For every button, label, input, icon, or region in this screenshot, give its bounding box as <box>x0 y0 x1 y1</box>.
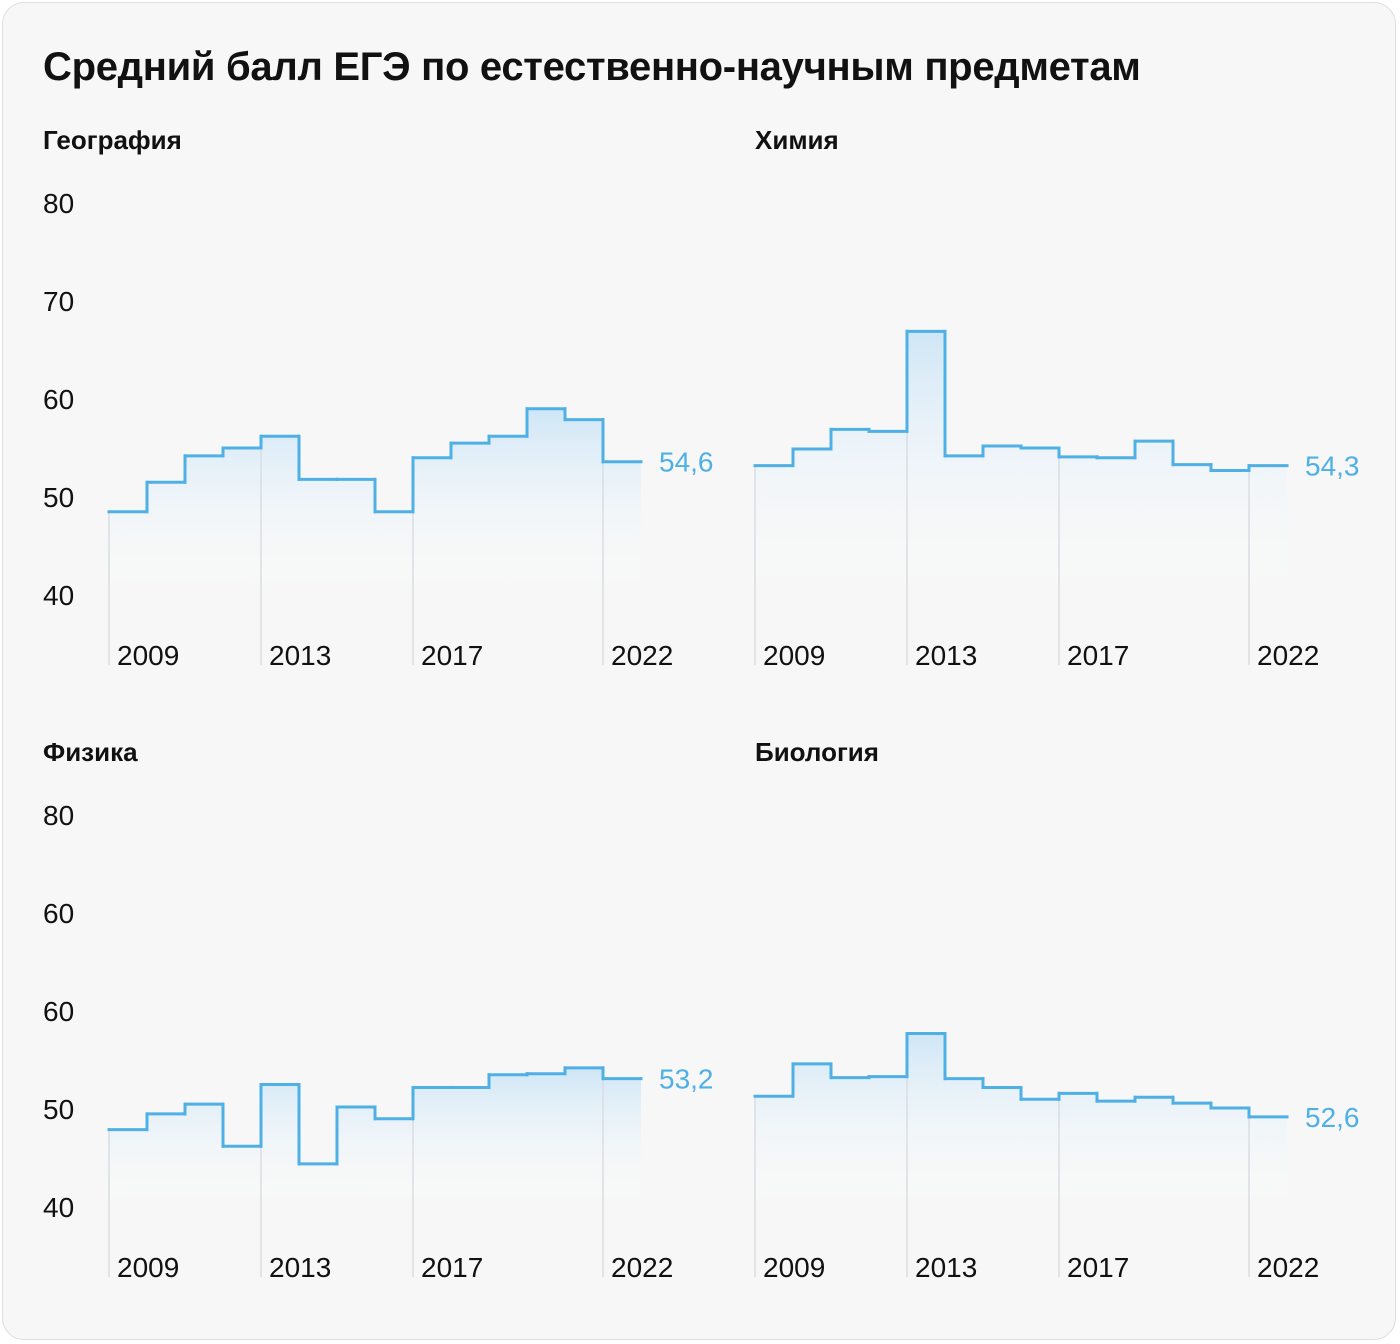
x-tick-label: 2017 <box>1067 1252 1129 1283</box>
x-tick-label: 2009 <box>117 640 179 671</box>
chart-physics: 40 50 60 60 80 2009 2013 2017 2022 53,2 <box>43 800 714 1283</box>
panel-biology: Биология 2009 2013 2017 2022 52,6 <box>753 737 1395 1297</box>
x-tick-label: 2009 <box>117 1252 179 1283</box>
series-area <box>755 331 1287 595</box>
panel-chemistry: Химия 2009 2013 2017 2022 54,3 <box>753 125 1395 685</box>
series-area <box>755 1033 1287 1207</box>
x-tick-label: 2017 <box>421 640 483 671</box>
y-tick-label: 40 <box>43 580 74 611</box>
panel-title: Химия <box>755 125 839 155</box>
x-tick-label: 2013 <box>915 1252 977 1283</box>
chart-biology: 2009 2013 2017 2022 52,6 <box>753 1032 1360 1283</box>
chart-geography: 40 50 60 70 80 2009 2013 2017 2022 54,6 <box>43 188 714 671</box>
last-value-label: 53,2 <box>659 1064 714 1095</box>
panel-geography: География 40 50 60 70 80 2009 2013 2017 2022 54,6 <box>43 125 743 685</box>
x-tick-label: 2017 <box>1067 640 1129 671</box>
x-tick-label: 2013 <box>915 640 977 671</box>
x-tick-label: 2009 <box>763 1252 825 1283</box>
panel-title: Биология <box>755 737 879 767</box>
y-tick-label: 70 <box>43 286 74 317</box>
x-tick-label: 2022 <box>1257 640 1319 671</box>
y-tick-label: 40 <box>43 1192 74 1223</box>
y-tick-label: 50 <box>43 1094 74 1125</box>
series-area <box>109 1067 641 1207</box>
x-tick-label: 2022 <box>611 640 673 671</box>
y-tick-label: 80 <box>43 188 74 219</box>
y-tick-label: 60 <box>43 898 74 929</box>
last-value-label: 54,3 <box>1305 451 1360 482</box>
x-tick-label: 2013 <box>269 640 331 671</box>
y-tick-label: 50 <box>43 482 74 513</box>
x-tick-label: 2009 <box>763 640 825 671</box>
y-tick-label: 80 <box>43 800 74 831</box>
y-tick-label: 60 <box>43 996 74 1027</box>
chart-chemistry: 2009 2013 2017 2022 54,3 <box>753 329 1360 671</box>
x-tick-label: 2017 <box>421 1252 483 1283</box>
panel-physics: Физика 40 50 60 60 80 2009 2013 2017 2022 53,2 <box>43 737 743 1297</box>
panel-title: География <box>43 125 182 155</box>
x-tick-label: 2022 <box>1257 1252 1319 1283</box>
last-value-label: 54,6 <box>659 447 714 478</box>
x-tick-label: 2022 <box>611 1252 673 1283</box>
chart-title: Средний балл ЕГЭ по естественно-научным … <box>43 45 1141 89</box>
x-tick-label: 2013 <box>269 1252 331 1283</box>
y-tick-label: 60 <box>43 384 74 415</box>
panel-title: Физика <box>43 737 138 767</box>
last-value-label: 52,6 <box>1305 1102 1360 1133</box>
